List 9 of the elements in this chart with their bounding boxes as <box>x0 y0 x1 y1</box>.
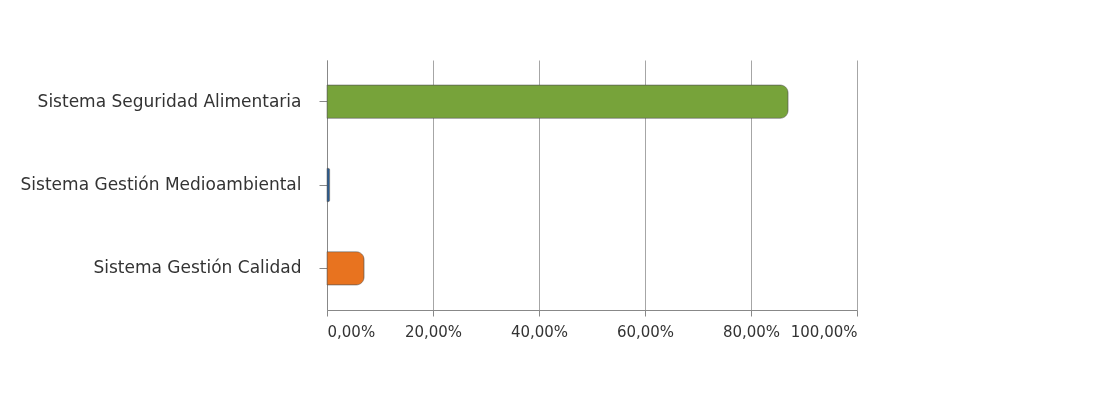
x-tick-label: 0,00% <box>327 322 376 341</box>
x-tick-label: 100,00% <box>790 322 858 341</box>
y-tick-label: Sistema Seguridad Alimentaria <box>37 90 302 111</box>
x-tick-label: 60,00% <box>616 322 675 341</box>
x-tick-label: 40,00% <box>510 322 569 341</box>
y-tick-label: Sistema Gestión Calidad <box>93 257 302 278</box>
x-tick-label: 80,00% <box>722 322 781 341</box>
y-tick-label: Sistema Gestión Medioambiental <box>20 174 302 194</box>
x-tick-label: 20,00% <box>404 322 463 341</box>
